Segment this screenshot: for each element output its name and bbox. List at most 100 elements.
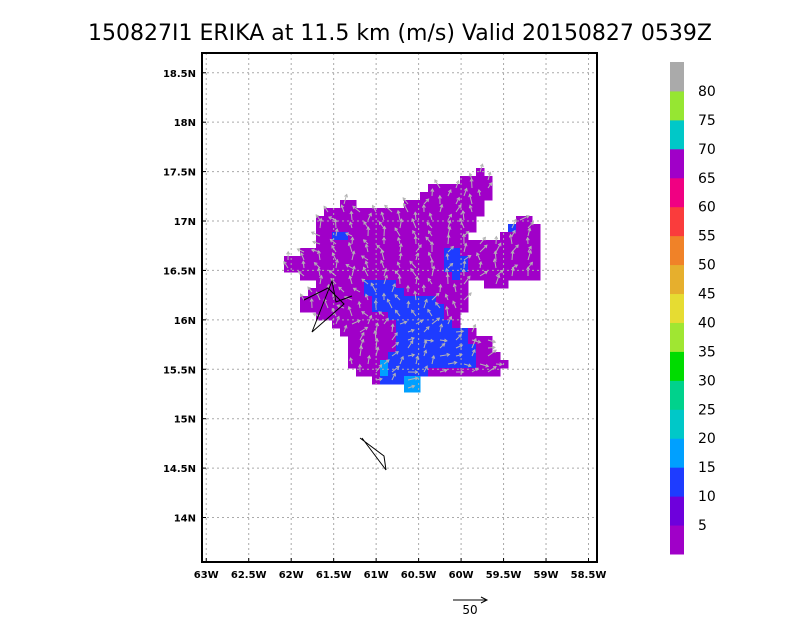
- speed-cell: [412, 296, 421, 305]
- speed-cell: [468, 264, 477, 273]
- speed-cell: [444, 200, 453, 209]
- speed-cell: [476, 352, 485, 361]
- speed-cell: [300, 264, 309, 273]
- speed-cell: [532, 256, 541, 265]
- storm-track-south: [360, 438, 386, 470]
- speed-cell: [452, 312, 461, 321]
- speed-cell: [404, 248, 413, 257]
- speed-cell: [340, 208, 349, 217]
- speed-cell: [348, 200, 357, 209]
- speed-cell: [428, 288, 437, 297]
- colorbar-segment: [670, 149, 684, 178]
- speed-cell: [516, 248, 525, 257]
- colorbar-label: 35: [698, 344, 716, 360]
- speed-cell: [404, 224, 413, 233]
- speed-cell: [516, 224, 525, 233]
- speed-cell: [468, 216, 477, 225]
- speed-cell: [380, 336, 389, 345]
- speed-cell: [468, 328, 477, 337]
- speed-cell: [348, 312, 357, 321]
- colorbar-segment: [670, 62, 684, 91]
- speed-cell: [364, 248, 373, 257]
- speed-cell: [380, 328, 389, 337]
- colorbar-segment: [670, 322, 684, 351]
- speed-cell: [476, 208, 485, 217]
- speed-cell: [340, 328, 349, 337]
- speed-cell: [436, 320, 445, 329]
- y-tick-label: 17N: [174, 217, 196, 228]
- speed-cell: [340, 304, 349, 313]
- speed-cell: [444, 328, 453, 337]
- speed-cell: [452, 280, 461, 289]
- speed-cell: [452, 184, 461, 193]
- speed-cell: [404, 216, 413, 225]
- speed-cell: [412, 336, 421, 345]
- colorbar-label: 55: [698, 229, 716, 245]
- y-tick-label: 15N: [174, 415, 196, 426]
- speed-cell: [420, 256, 429, 265]
- speed-cell: [388, 256, 397, 265]
- speed-cell: [292, 256, 301, 265]
- speed-cell: [428, 352, 437, 361]
- colorbar-label: 60: [698, 200, 716, 216]
- speed-cell: [476, 168, 485, 177]
- speed-cell: [484, 360, 493, 369]
- speed-cell: [412, 344, 421, 353]
- colorbar-segment: [670, 351, 684, 380]
- wind-speed-field: [284, 168, 541, 393]
- speed-cell: [356, 224, 365, 233]
- speed-cell: [380, 344, 389, 353]
- colorbar-segment: [670, 467, 684, 496]
- speed-cell: [500, 256, 509, 265]
- x-tick-label: 63W: [194, 570, 219, 581]
- speed-cell: [532, 224, 541, 233]
- speed-cell: [436, 240, 445, 249]
- speed-cell: [452, 360, 461, 369]
- speed-cell: [484, 248, 493, 257]
- y-tick-label: 16.5N: [163, 266, 196, 277]
- speed-cell: [364, 336, 373, 345]
- speed-cell: [348, 360, 357, 369]
- speed-cell: [532, 232, 541, 241]
- speed-cell: [300, 304, 309, 313]
- speed-cell: [452, 256, 461, 265]
- speed-cell: [340, 248, 349, 257]
- speed-cell: [468, 352, 477, 361]
- colorbar-segment: [670, 207, 684, 236]
- y-tick-label: 18.5N: [163, 69, 196, 80]
- speed-cell: [420, 248, 429, 257]
- speed-cell: [428, 232, 437, 241]
- speed-cell: [516, 256, 525, 265]
- speed-cell: [380, 280, 389, 289]
- speed-cell: [436, 224, 445, 233]
- colorbar-segment: [670, 294, 684, 323]
- speed-cell: [404, 208, 413, 217]
- speed-cell: [404, 232, 413, 241]
- speed-cell: [436, 232, 445, 241]
- speed-cell: [468, 240, 477, 249]
- speed-cell: [380, 352, 389, 361]
- colorbar-label: 45: [698, 287, 716, 303]
- speed-cell: [452, 320, 461, 329]
- speed-cell: [356, 232, 365, 241]
- speed-cell: [380, 320, 389, 329]
- speed-cell: [492, 280, 501, 289]
- speed-cell: [348, 224, 357, 233]
- colorbar-label: 15: [698, 460, 716, 476]
- speed-cell: [500, 232, 509, 241]
- speed-cell: [476, 200, 485, 209]
- speed-cell: [364, 352, 373, 361]
- speed-cell: [316, 272, 325, 281]
- speed-cell: [532, 248, 541, 257]
- speed-cell: [412, 328, 421, 337]
- speed-cell: [388, 376, 397, 385]
- colorbar-segment: [670, 525, 684, 554]
- speed-cell: [452, 272, 461, 281]
- speed-cell: [444, 320, 453, 329]
- speed-cell: [324, 256, 333, 265]
- speed-cell: [428, 344, 437, 353]
- speed-cell: [300, 248, 309, 257]
- x-tick-label: 60W: [449, 570, 474, 581]
- x-tick-label: 58.5W: [571, 570, 607, 581]
- speed-cell: [476, 240, 485, 249]
